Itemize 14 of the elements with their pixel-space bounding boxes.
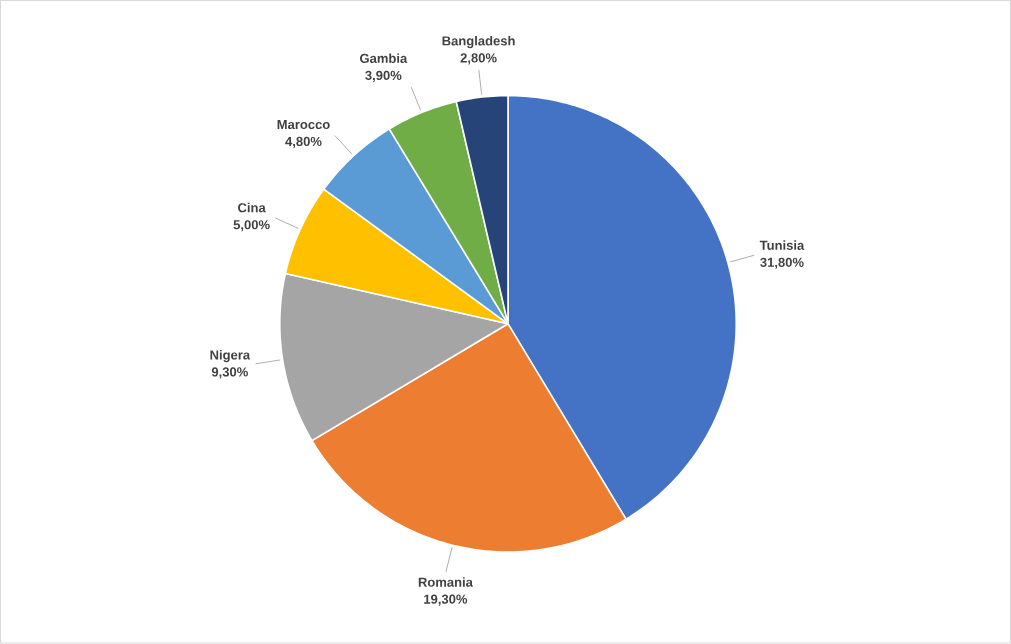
slice-label: Cina (238, 202, 266, 213)
data-label: 19,30% (424, 594, 468, 606)
slice-label: Marocco (277, 120, 330, 130)
slice-label: Romania (418, 577, 473, 587)
slice-label: Bangladesh (442, 36, 515, 49)
slice-label: Gambia (360, 53, 408, 64)
data-label: 3,90% (365, 70, 402, 83)
data-label: 5,00% (233, 220, 270, 232)
slice-label: Nigera (210, 350, 251, 363)
slice-label: Tunisia (759, 240, 805, 251)
data-label: 31,80% (760, 257, 804, 270)
data-label: 4,80% (285, 137, 322, 149)
data-label: 2,80% (460, 53, 497, 65)
data-label: 9,30% (211, 367, 248, 379)
